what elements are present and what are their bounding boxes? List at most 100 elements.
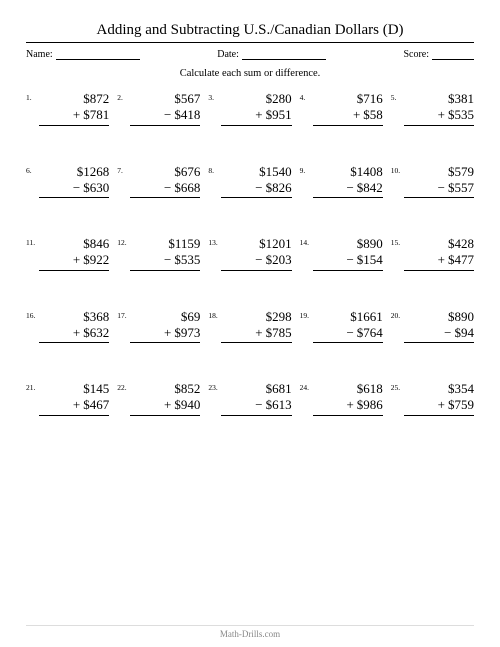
- operand-b: $58: [363, 107, 383, 123]
- operand-a: $1540: [221, 164, 291, 180]
- problem-number: 22.: [117, 381, 130, 392]
- problem: 15.$428+$477: [391, 236, 474, 271]
- footer-rule: [26, 625, 474, 626]
- problem-body: $145+$467: [39, 381, 109, 416]
- operand-b-row: +$785: [221, 325, 291, 343]
- problem-body: $618+$986: [313, 381, 383, 416]
- problem-number: 14.: [300, 236, 313, 247]
- operand-a: $872: [39, 91, 109, 107]
- problem: 18.$298+$785: [208, 309, 291, 344]
- operator: −: [164, 180, 171, 196]
- operand-b-row: +$973: [130, 325, 200, 343]
- operand-b-row: −$613: [221, 397, 291, 415]
- problem-number: 5.: [391, 91, 404, 102]
- operator: +: [346, 397, 353, 413]
- worksheet-page: Adding and Subtracting U.S./Canadian Dol…: [0, 0, 500, 647]
- operand-b-row: +$477: [404, 252, 474, 270]
- problem-number: 4.: [300, 91, 313, 102]
- operand-a: $716: [313, 91, 383, 107]
- problem-body: $1268−$630: [39, 164, 109, 199]
- score-field: Score:: [403, 49, 474, 60]
- operator: −: [346, 180, 353, 196]
- problem-body: $579−$557: [404, 164, 474, 199]
- problem-body: $846+$922: [39, 236, 109, 271]
- problem-body: $1540−$826: [221, 164, 291, 199]
- date-blank[interactable]: [242, 49, 326, 60]
- operand-b-row: +$759: [404, 397, 474, 415]
- operator: +: [255, 325, 262, 341]
- problem-body: $280+$951: [221, 91, 291, 126]
- operand-b: $418: [174, 107, 200, 123]
- problem-number: 25.: [391, 381, 404, 392]
- operand-a: $1408: [313, 164, 383, 180]
- problem-number: 17.: [117, 309, 130, 320]
- operator: −: [164, 107, 171, 123]
- problem-number: 15.: [391, 236, 404, 247]
- name-field: Name:: [26, 49, 140, 60]
- operand-b: $557: [448, 180, 474, 196]
- problem-body: $716+$58: [313, 91, 383, 126]
- problem-body: $676−$668: [130, 164, 200, 199]
- operand-b-row: −$764: [313, 325, 383, 343]
- problem: 9.$1408−$842: [300, 164, 383, 199]
- problem: 14.$890−$154: [300, 236, 383, 271]
- problem: 17.$69+$973: [117, 309, 200, 344]
- operand-b: $467: [83, 397, 109, 413]
- problem: 19.$1661−$764: [300, 309, 383, 344]
- operator: +: [255, 107, 262, 123]
- problem-body: $298+$785: [221, 309, 291, 344]
- problem-number: 6.: [26, 164, 39, 175]
- operator: −: [255, 397, 262, 413]
- problem-body: $872+$781: [39, 91, 109, 126]
- operand-a: $1661: [313, 309, 383, 325]
- problem: 6.$1268−$630: [26, 164, 109, 199]
- operand-b-row: −$668: [130, 180, 200, 198]
- problem-number: 7.: [117, 164, 130, 175]
- problem: 11.$846+$922: [26, 236, 109, 271]
- operand-b: $759: [448, 397, 474, 413]
- problem-body: $354+$759: [404, 381, 474, 416]
- operand-b: $477: [448, 252, 474, 268]
- operand-a: $852: [130, 381, 200, 397]
- problem-number: 12.: [117, 236, 130, 247]
- operator: −: [346, 252, 353, 268]
- operator: −: [255, 252, 262, 268]
- problem: 4.$716+$58: [300, 91, 383, 126]
- problem-body: $890−$94: [404, 309, 474, 344]
- operand-a: $280: [221, 91, 291, 107]
- name-blank[interactable]: [56, 49, 140, 60]
- problem: 25.$354+$759: [391, 381, 474, 416]
- problem-body: $381+$535: [404, 91, 474, 126]
- problem-number: 24.: [300, 381, 313, 392]
- operand-a: $567: [130, 91, 200, 107]
- operand-a: $890: [404, 309, 474, 325]
- problem-number: 19.: [300, 309, 313, 320]
- score-blank[interactable]: [432, 49, 474, 60]
- operand-b-row: +$922: [39, 252, 109, 270]
- operator: +: [164, 397, 171, 413]
- score-label: Score:: [403, 49, 429, 60]
- operand-b-row: +$781: [39, 107, 109, 125]
- operator: +: [73, 252, 80, 268]
- operand-a: $145: [39, 381, 109, 397]
- operand-b: $764: [357, 325, 383, 341]
- problem-number: 20.: [391, 309, 404, 320]
- operand-b: $535: [448, 107, 474, 123]
- problem: 1.$872+$781: [26, 91, 109, 126]
- operator: −: [164, 252, 171, 268]
- problem: 2.$567−$418: [117, 91, 200, 126]
- problem-number: 1.: [26, 91, 39, 102]
- operand-b: $842: [357, 180, 383, 196]
- problem-body: $890−$154: [313, 236, 383, 271]
- problem-body: $567−$418: [130, 91, 200, 126]
- operand-a: $381: [404, 91, 474, 107]
- problem-body: $681−$613: [221, 381, 291, 416]
- operand-a: $618: [313, 381, 383, 397]
- problem-body: $1661−$764: [313, 309, 383, 344]
- operand-b: $668: [174, 180, 200, 196]
- operand-b-row: −$203: [221, 252, 291, 270]
- operand-a: $890: [313, 236, 383, 252]
- operator: −: [346, 325, 353, 341]
- problem: 23.$681−$613: [208, 381, 291, 416]
- operator: +: [438, 107, 445, 123]
